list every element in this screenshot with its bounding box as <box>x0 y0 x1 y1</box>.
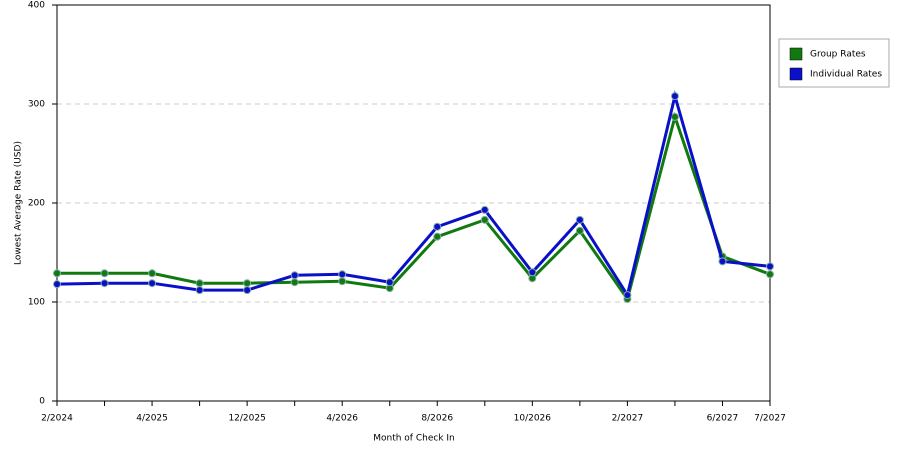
y-tick-label: 100 <box>28 298 45 308</box>
y-tick-label: 200 <box>28 199 45 209</box>
point <box>148 269 157 278</box>
point <box>385 278 394 287</box>
point <box>766 262 774 271</box>
point <box>528 268 537 277</box>
point <box>290 271 299 280</box>
point <box>290 278 299 287</box>
point <box>100 269 109 278</box>
point <box>195 286 204 295</box>
x-tick-label: 2/2024 <box>41 414 73 424</box>
point <box>670 92 679 101</box>
x-tick-label: 2/2027 <box>612 414 644 424</box>
x-tick-label: 10/2026 <box>514 414 552 424</box>
legend-label: Individual Rates <box>810 70 882 80</box>
series-line <box>57 111 771 303</box>
point <box>148 279 157 288</box>
point <box>480 205 489 214</box>
plot-frame <box>56 4 771 402</box>
point <box>766 270 774 279</box>
point <box>338 270 347 279</box>
point <box>53 280 61 289</box>
point <box>623 291 632 300</box>
x-tick-label: 6/2027 <box>707 414 739 424</box>
y-axis-label: Lowest Average Rate (USD) <box>14 141 24 265</box>
y-tick-label: 400 <box>28 1 45 11</box>
point <box>53 269 61 278</box>
point <box>575 215 584 224</box>
point <box>480 215 489 224</box>
point <box>100 279 109 288</box>
legend-swatch <box>789 67 803 81</box>
x-tick-label: 4/2025 <box>136 414 168 424</box>
point <box>670 112 679 121</box>
point <box>433 222 442 231</box>
point <box>338 277 347 286</box>
x-axis-label: Month of Check In <box>373 434 455 444</box>
point <box>433 232 442 241</box>
x-tick-label: 4/2026 <box>326 414 358 424</box>
x-tick-label: 7/2027 <box>754 414 786 424</box>
y-tick-label: 0 <box>39 397 45 407</box>
legend-label: Group Rates <box>810 50 866 60</box>
series-line <box>56 90 771 299</box>
point <box>243 286 252 295</box>
y-tick-label: 300 <box>28 100 45 110</box>
x-tick-label: 8/2026 <box>421 414 453 424</box>
legend-swatch <box>789 47 803 61</box>
x-tick-label: 12/2025 <box>228 414 265 424</box>
point <box>718 257 727 266</box>
point <box>195 279 204 288</box>
point <box>243 279 252 288</box>
point <box>575 226 584 235</box>
